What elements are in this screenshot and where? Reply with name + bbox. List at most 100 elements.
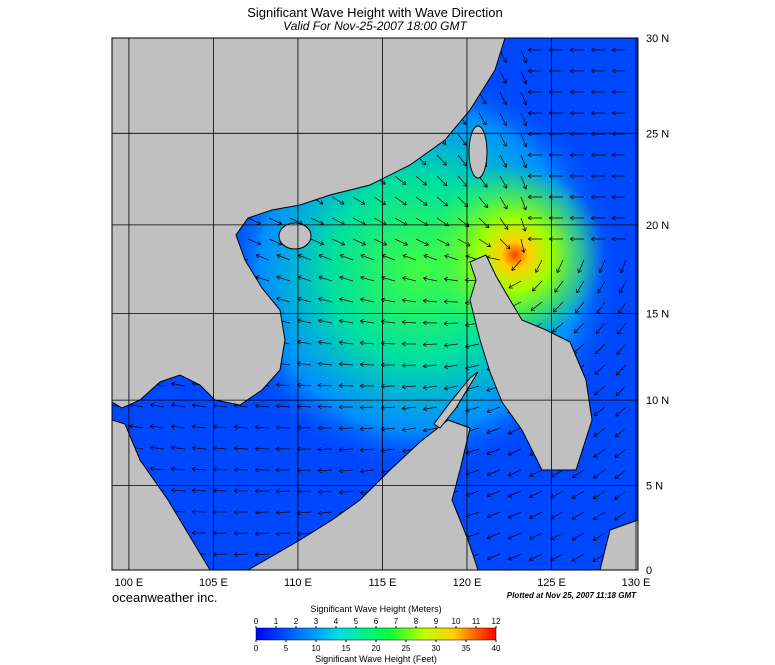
arrow <box>590 215 605 221</box>
arrow <box>254 467 270 473</box>
arrow <box>499 91 507 105</box>
colorbar-feet-label: 40 <box>492 644 501 653</box>
arrow <box>508 280 522 289</box>
arrow <box>268 238 283 246</box>
arrow <box>359 319 375 324</box>
arrow <box>359 383 375 389</box>
arrow <box>574 301 585 314</box>
arrow <box>499 175 508 189</box>
arrow <box>478 238 491 248</box>
arrow <box>318 297 333 303</box>
colorbar-meters-label: 0 <box>254 617 259 626</box>
arrow <box>507 448 522 456</box>
arrow <box>149 445 165 451</box>
colorbar-meters-label: 1 <box>274 617 279 626</box>
grid <box>112 38 638 570</box>
arrow <box>571 511 585 520</box>
arrow <box>233 530 249 536</box>
arrow <box>615 406 627 417</box>
arrow <box>590 47 605 53</box>
arrow <box>275 531 291 537</box>
arrow <box>520 91 528 106</box>
arrow <box>527 152 542 158</box>
arrow <box>275 488 291 494</box>
lat-label: 10 N <box>646 395 669 407</box>
arrow <box>373 238 387 246</box>
arrow <box>590 152 605 158</box>
arrow <box>443 364 459 370</box>
arrow <box>611 47 626 53</box>
land-taiwan <box>468 125 488 179</box>
arrow <box>499 133 507 147</box>
colorbar-feet-label: 5 <box>284 644 289 653</box>
arrow <box>499 112 507 126</box>
arrow <box>275 510 291 515</box>
lat-label: 15 N <box>646 309 669 321</box>
arrow <box>436 175 448 187</box>
arrow <box>275 382 291 388</box>
lon-label: 130 E <box>622 577 651 589</box>
land-mainland <box>112 38 506 409</box>
colorbar-meters-label: 8 <box>414 617 419 626</box>
lat-label: 0 <box>646 565 652 577</box>
arrow <box>569 236 584 242</box>
arrow <box>520 112 528 127</box>
arrow <box>359 340 375 346</box>
arrow <box>569 173 584 179</box>
arrow <box>611 236 626 242</box>
arrow <box>611 173 626 179</box>
arrow <box>598 259 606 274</box>
colorbar <box>255 627 497 641</box>
arrow <box>254 552 270 558</box>
arrow <box>527 89 542 95</box>
arrow <box>527 68 542 74</box>
colorbar-meters-label: 7 <box>394 617 399 626</box>
colorbar-meters-label: 5 <box>354 617 359 626</box>
arrow <box>507 490 522 498</box>
lon-label: 120 E <box>453 577 482 589</box>
arrow <box>191 466 207 472</box>
arrow <box>444 254 459 261</box>
arrow <box>614 448 627 459</box>
arrow <box>590 110 605 116</box>
colorbar-meters-label: 4 <box>334 617 339 626</box>
arrow <box>233 509 249 515</box>
arrow <box>571 553 585 562</box>
arrow <box>529 469 543 477</box>
lat-label: 25 N <box>646 128 669 140</box>
arrow <box>527 173 542 179</box>
arrow <box>520 196 527 211</box>
arrow <box>352 238 367 246</box>
arrow <box>359 426 375 432</box>
arrow <box>507 469 522 477</box>
brand: oceanweather inc. <box>112 590 218 605</box>
arrow <box>415 238 429 246</box>
arrow <box>529 532 543 540</box>
arrow <box>611 89 626 95</box>
arrow <box>532 280 543 292</box>
arrow <box>576 280 585 294</box>
arrow <box>507 427 522 435</box>
arrow <box>478 196 489 209</box>
arrow <box>486 553 501 561</box>
arrow <box>486 469 501 477</box>
arrow <box>595 322 606 335</box>
arrow <box>318 253 333 261</box>
arrow <box>422 363 438 369</box>
arrow <box>233 424 249 430</box>
arrow <box>527 215 542 221</box>
arrow <box>569 152 584 158</box>
arrow <box>520 154 528 169</box>
arrow <box>611 110 626 116</box>
arrow <box>592 511 606 520</box>
arrow <box>527 47 542 53</box>
arrow <box>338 425 354 431</box>
land-hainan <box>278 222 312 250</box>
arrow <box>443 321 459 326</box>
arrow <box>590 173 605 179</box>
arrow <box>556 259 564 274</box>
arrow <box>569 215 584 221</box>
arrow <box>170 466 186 472</box>
arrow <box>571 469 585 478</box>
arrow <box>401 341 417 347</box>
